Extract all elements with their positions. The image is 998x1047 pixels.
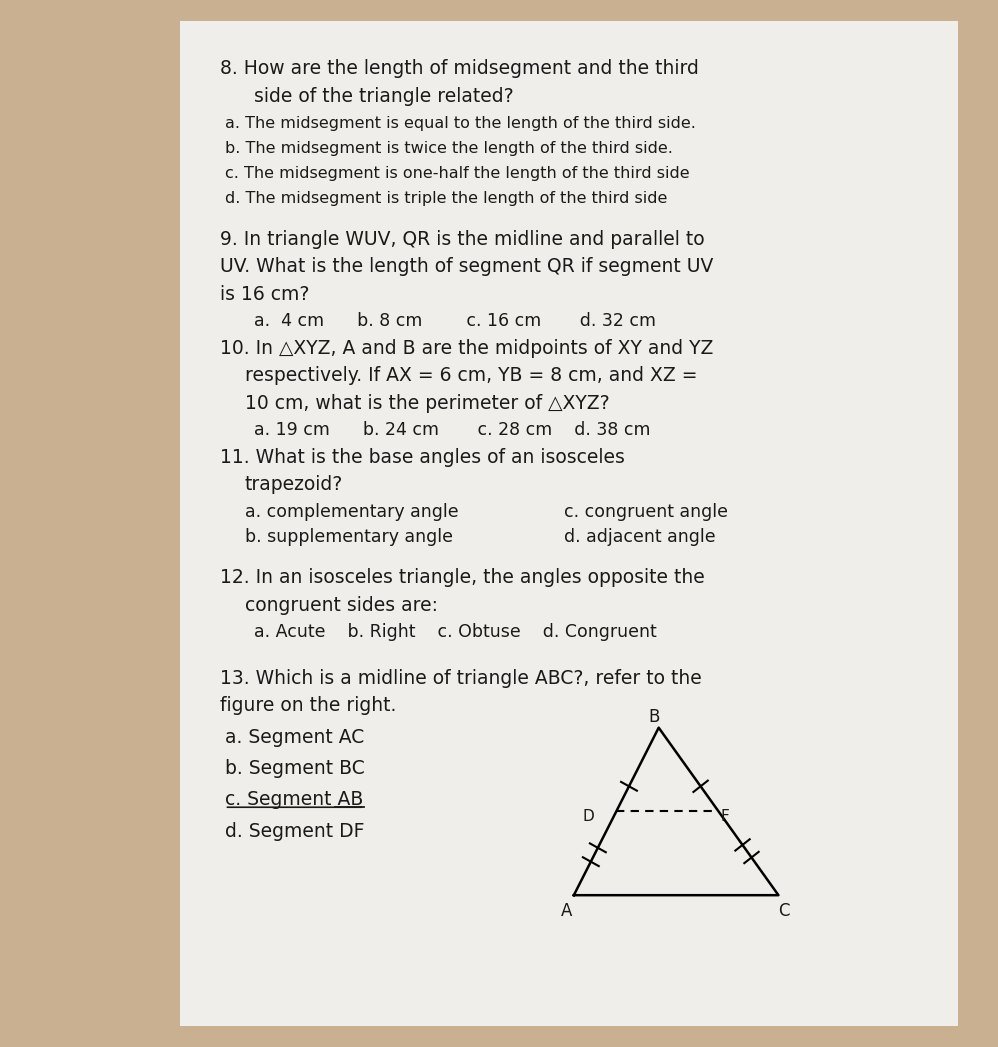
Text: 9. In triangle WUV, QR is the midline and parallel to: 9. In triangle WUV, QR is the midline an… [220, 230, 705, 249]
Text: A: A [561, 901, 573, 920]
Text: 12. In an isosceles triangle, the angles opposite the: 12. In an isosceles triangle, the angles… [220, 569, 705, 587]
Text: B: B [648, 708, 660, 727]
Text: d. Segment DF: d. Segment DF [225, 822, 364, 841]
Text: figure on the right.: figure on the right. [220, 696, 396, 715]
Text: a. Acute    b. Right    c. Obtuse    d. Congruent: a. Acute b. Right c. Obtuse d. Congruent [254, 623, 658, 642]
Text: a. Segment AC: a. Segment AC [225, 728, 364, 747]
Text: C: C [777, 901, 789, 920]
Text: congruent sides are:: congruent sides are: [245, 596, 437, 615]
Text: UV. What is the length of segment QR if segment UV: UV. What is the length of segment QR if … [220, 258, 713, 276]
Text: c. congruent angle: c. congruent angle [564, 503, 728, 521]
Text: side of the triangle related?: side of the triangle related? [254, 87, 514, 106]
Text: a. 19 cm      b. 24 cm       c. 28 cm    d. 38 cm: a. 19 cm b. 24 cm c. 28 cm d. 38 cm [254, 421, 651, 440]
Text: 8. How are the length of midsegment and the third: 8. How are the length of midsegment and … [220, 59, 699, 77]
Text: 10 cm, what is the perimeter of △XYZ?: 10 cm, what is the perimeter of △XYZ? [245, 394, 609, 413]
Text: c. Segment AB: c. Segment AB [225, 790, 363, 809]
Text: D: D [582, 809, 594, 824]
Text: b. Segment BC: b. Segment BC [225, 759, 364, 778]
FancyBboxPatch shape [180, 21, 958, 1026]
Text: respectively. If AX = 6 cm, YB = 8 cm, and XZ =: respectively. If AX = 6 cm, YB = 8 cm, a… [245, 366, 697, 385]
Text: a. complementary angle: a. complementary angle [245, 503, 458, 521]
Text: a.  4 cm      b. 8 cm        c. 16 cm       d. 32 cm: a. 4 cm b. 8 cm c. 16 cm d. 32 cm [254, 312, 657, 331]
Text: trapezoid?: trapezoid? [245, 475, 342, 494]
Text: c. The midsegment is one-half the length of the third side: c. The midsegment is one-half the length… [225, 166, 690, 181]
Text: F: F [721, 809, 730, 824]
Text: b. The midsegment is twice the length of the third side.: b. The midsegment is twice the length of… [225, 141, 673, 156]
Text: 10. In △XYZ, A and B are the midpoints of XY and YZ: 10. In △XYZ, A and B are the midpoints o… [220, 339, 713, 358]
Text: d. The midsegment is triple the length of the third side: d. The midsegment is triple the length o… [225, 192, 667, 206]
Text: d. adjacent angle: d. adjacent angle [564, 528, 716, 547]
Text: 13. Which is a midline of triangle ABC?, refer to the: 13. Which is a midline of triangle ABC?,… [220, 669, 702, 688]
Text: 11. What is the base angles of an isosceles: 11. What is the base angles of an isosce… [220, 448, 625, 467]
Text: is 16 cm?: is 16 cm? [220, 285, 309, 304]
Text: a. The midsegment is equal to the length of the third side.: a. The midsegment is equal to the length… [225, 116, 696, 131]
Text: b. supplementary angle: b. supplementary angle [245, 528, 452, 547]
